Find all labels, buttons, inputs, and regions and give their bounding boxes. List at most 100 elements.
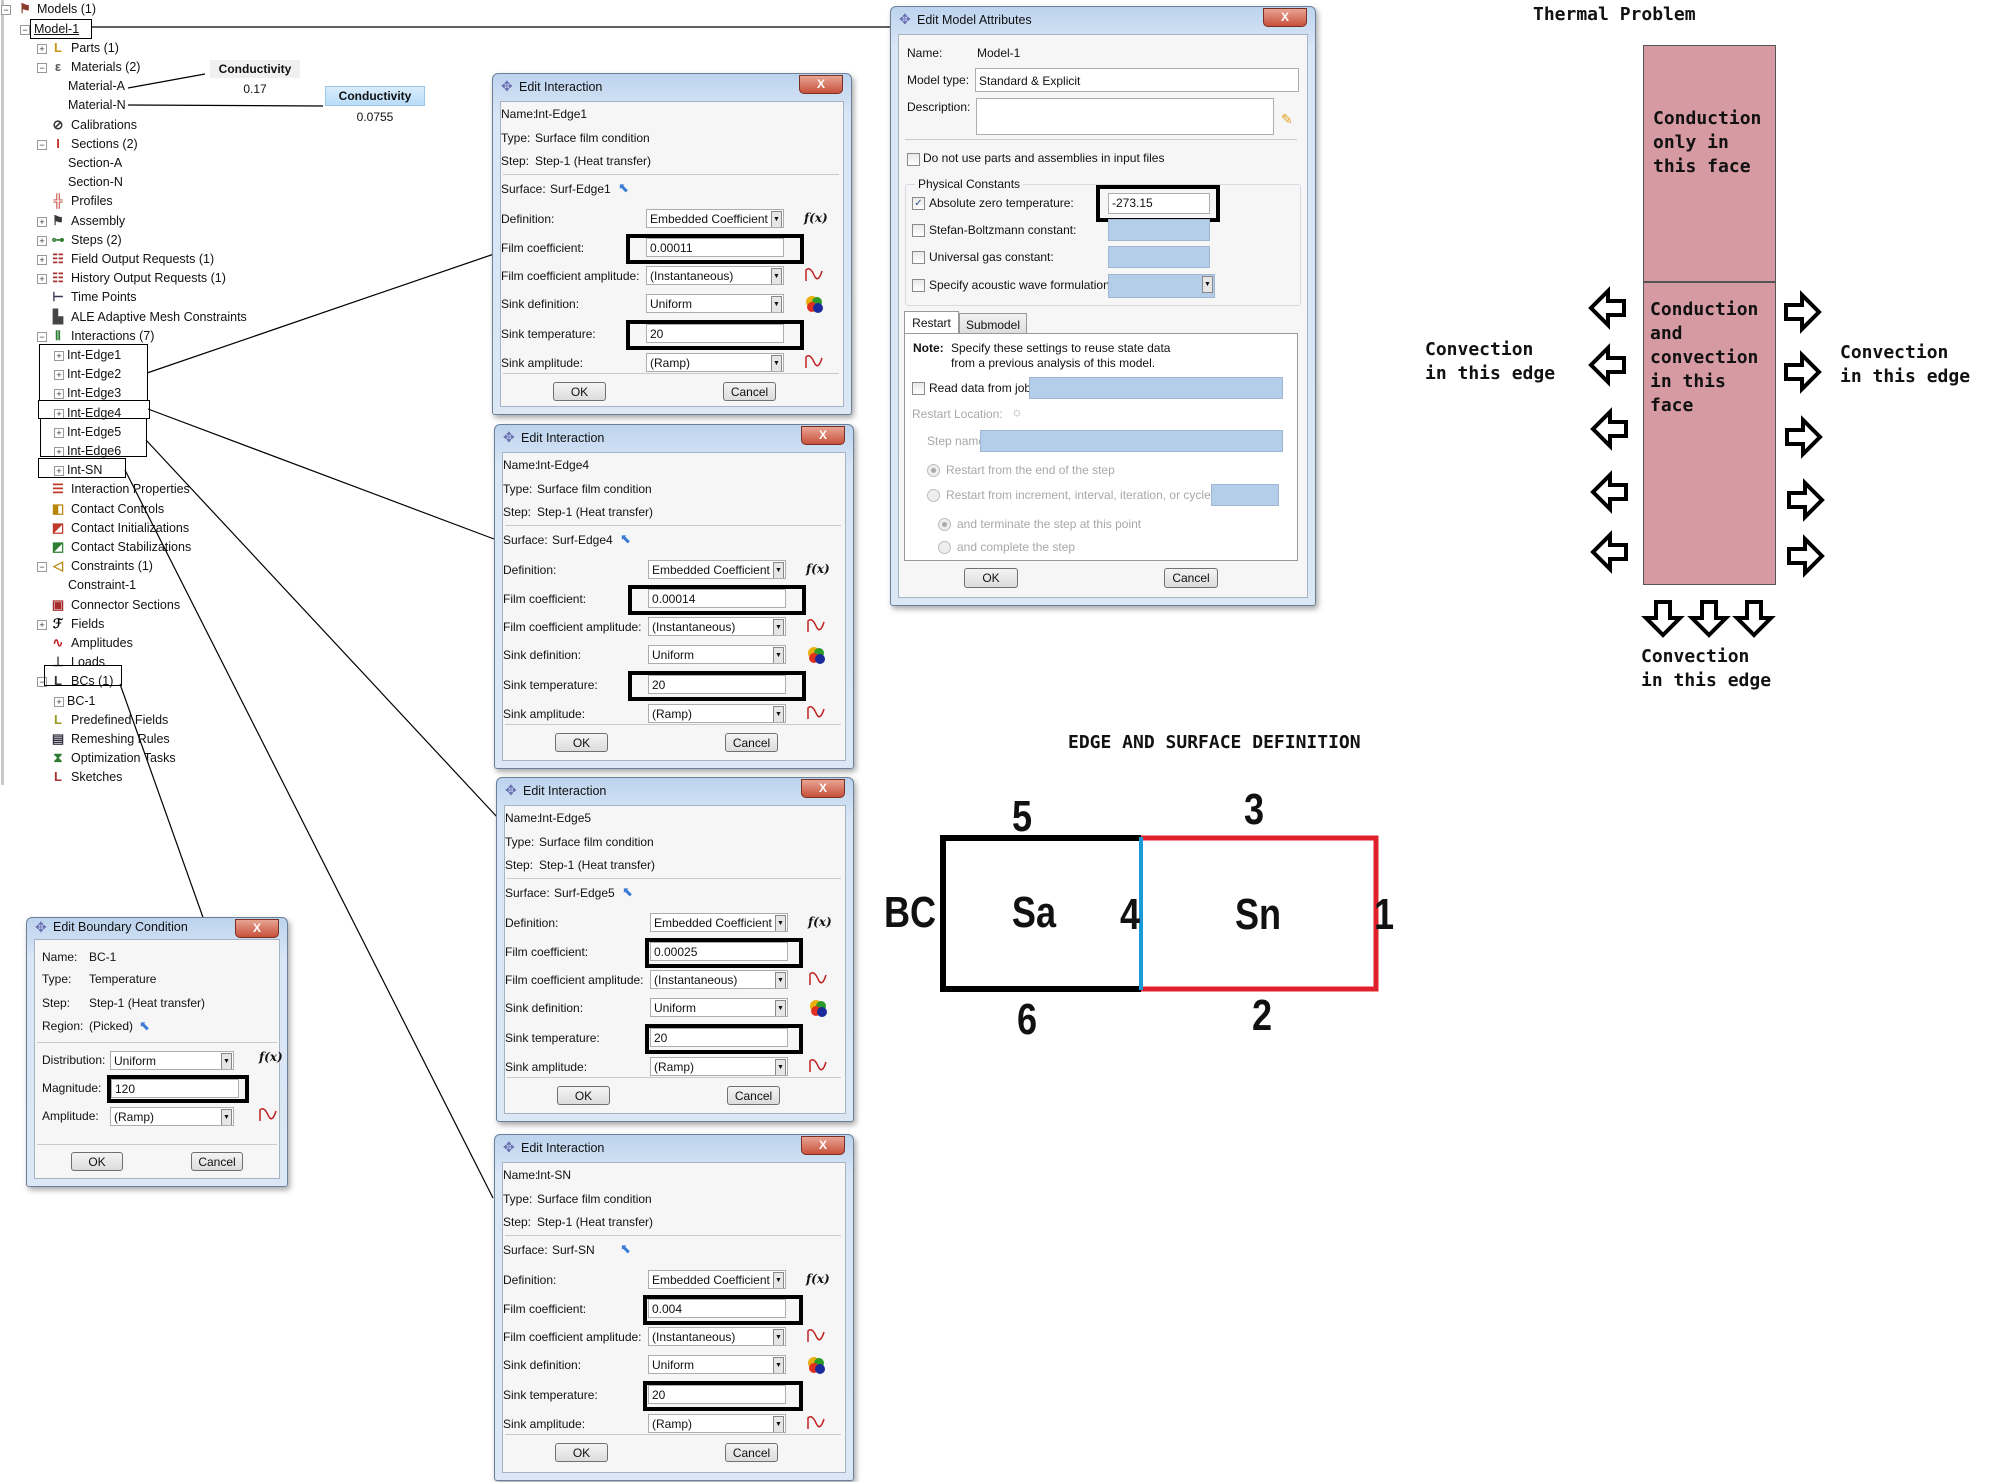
ok-button[interactable]: OK	[555, 1443, 608, 1462]
definition-dropdown[interactable]: Embedded Coefficient ▼	[648, 1270, 786, 1289]
color-distribution-icon[interactable]	[808, 998, 828, 1018]
pick-cursor-icon[interactable]: ⬉	[139, 1018, 150, 1033]
tree-item[interactable]: + Int-Edge3	[0, 384, 300, 403]
tree-item[interactable]: + Int-Edge2	[0, 365, 300, 384]
cancel-button[interactable]: Cancel	[725, 1443, 778, 1462]
color-distribution-icon[interactable]	[806, 645, 826, 665]
tree-item[interactable]: + Int-Edge1	[0, 346, 300, 365]
function-icon[interactable]: f(x)	[806, 562, 830, 576]
tree-item[interactable]: + ℱ Fields	[0, 615, 300, 634]
expand-icon[interactable]: +	[54, 466, 64, 477]
tree-item[interactable]: Section-N	[0, 173, 300, 192]
close-button[interactable]: X	[801, 779, 845, 798]
tree-item[interactable]: + ☷ Field Output Requests (1)	[0, 250, 300, 269]
cancel-button[interactable]: Cancel	[191, 1152, 243, 1171]
function-icon[interactable]: f(x)	[808, 915, 832, 929]
amplitude-icon[interactable]	[805, 268, 823, 282]
expand-icon[interactable]: +	[37, 43, 47, 54]
tree-item[interactable]: ☰ Interaction Properties	[0, 480, 300, 499]
amplitude-icon[interactable]	[807, 1329, 825, 1343]
acoustic-checkbox[interactable]	[912, 279, 925, 292]
tree-item[interactable]: Material-N	[0, 96, 300, 115]
collapse-icon[interactable]: −	[1, 5, 11, 16]
model-tree[interactable]: − ⚑ Models (1) − Model-1 + L Parts (1) − ε Materia…	[0, 0, 300, 790]
ok-button[interactable]: OK	[557, 1086, 610, 1105]
tree-item[interactable]: ▣ Connector Sections	[0, 596, 300, 615]
cancel-button[interactable]: Cancel	[723, 382, 776, 401]
tree-item[interactable]: ∿ Amplitudes	[0, 634, 300, 653]
definition-dropdown[interactable]: Embedded Coefficient ▼	[648, 560, 786, 579]
tree-item[interactable]: ╬ Profiles	[0, 192, 300, 211]
sink-amplitude-dropdown[interactable]: (Ramp) ▼	[650, 1057, 788, 1076]
pick-cursor-icon[interactable]: ⬉	[620, 531, 631, 546]
close-button[interactable]: X	[1263, 8, 1307, 27]
definition-dropdown[interactable]: Embedded Coefficient ▼	[650, 913, 788, 932]
read-job-field[interactable]	[1029, 377, 1283, 399]
tab-submodel[interactable]: Submodel	[959, 313, 1027, 335]
expand-icon[interactable]: +	[54, 370, 64, 381]
amplitude-icon[interactable]	[805, 355, 823, 369]
acoustic-dropdown[interactable]: ▼	[1108, 274, 1215, 298]
film-coefficient-field[interactable]: 0.00025	[650, 942, 788, 961]
film-amplitude-dropdown[interactable]: (Instantaneous) ▼	[646, 266, 784, 285]
tree-item[interactable]: − ε Materials (2)	[0, 58, 300, 77]
close-button[interactable]: X	[801, 1136, 845, 1155]
collapse-icon[interactable]: −	[20, 24, 30, 35]
expand-icon[interactable]: +	[54, 351, 64, 361]
sink-amplitude-dropdown[interactable]: (Ramp) ▼	[648, 704, 786, 723]
tree-item[interactable]: Material-A	[0, 77, 300, 96]
ok-button[interactable]: OK	[555, 733, 608, 752]
pick-cursor-icon[interactable]: ⬉	[620, 1241, 631, 1256]
tree-item[interactable]: ◩ Contact Initializations	[0, 519, 300, 538]
tree-item[interactable]: ▙ ALE Adaptive Mesh Constraints	[0, 308, 300, 327]
tree-item[interactable]: − L BCs (1)	[0, 672, 300, 691]
stefan-checkbox[interactable]	[912, 224, 925, 237]
radio-restart-increment[interactable]	[927, 489, 940, 502]
pick-cursor-icon[interactable]: ⬉	[618, 180, 629, 195]
close-button[interactable]: X	[235, 919, 279, 938]
film-amplitude-dropdown[interactable]: (Instantaneous) ▼	[648, 1327, 786, 1346]
tree-item[interactable]: ◩ Contact Stabilizations	[0, 538, 300, 557]
tree-item[interactable]: + Int-Edge5	[0, 423, 300, 442]
color-distribution-icon[interactable]	[806, 1355, 826, 1375]
function-icon[interactable]: f(x)	[806, 1272, 830, 1286]
tree-item[interactable]: ⧗ Optimization Tasks	[0, 749, 300, 768]
tree-item[interactable]: ◧ Contact Controls	[0, 500, 300, 519]
film-coefficient-field[interactable]: 0.004	[648, 1299, 786, 1318]
tab-restart[interactable]: Restart	[904, 311, 959, 334]
tree-item[interactable]: + ⚑ Assembly	[0, 212, 300, 231]
tree-item[interactable]: ▤ Remeshing Rules	[0, 730, 300, 749]
collapse-icon[interactable]: −	[37, 139, 47, 150]
pencil-icon[interactable]: ✎	[1281, 111, 1293, 127]
tree-item[interactable]: L Predefined Fields	[0, 711, 300, 730]
sink-temperature-field[interactable]: 20	[646, 324, 784, 343]
pick-cursor-icon[interactable]: ⬉	[622, 884, 633, 899]
cancel-button[interactable]: Cancel	[725, 733, 778, 752]
cancel-button[interactable]: Cancel	[727, 1086, 780, 1105]
tree-item[interactable]: Section-A	[0, 154, 300, 173]
read-job-checkbox[interactable]	[912, 382, 925, 395]
step-name-field[interactable]	[980, 430, 1283, 452]
amplitude-icon[interactable]	[807, 619, 825, 633]
ok-button[interactable]: OK	[964, 568, 1018, 588]
tree-item[interactable]: − Model-1	[0, 20, 300, 39]
close-button[interactable]: X	[801, 426, 845, 445]
cancel-button[interactable]: Cancel	[1164, 568, 1218, 588]
sink-definition-dropdown[interactable]: Uniform ▼	[648, 645, 786, 664]
increment-field[interactable]	[1211, 484, 1279, 506]
tree-item[interactable]: + ⊶ Steps (2)	[0, 231, 300, 250]
no-parts-checkbox[interactable]	[907, 153, 920, 166]
model-type-field[interactable]: Standard & Explicit	[975, 68, 1299, 92]
description-field[interactable]	[976, 98, 1274, 135]
sink-amplitude-dropdown[interactable]: (Ramp) ▼	[646, 353, 784, 372]
tree-item[interactable]: − ⚑ Models (1)	[0, 0, 300, 19]
tree-item[interactable]: − ◁ Constraints (1)	[0, 557, 300, 576]
sink-definition-dropdown[interactable]: Uniform ▼	[650, 998, 788, 1017]
radio-restart-end[interactable]	[927, 464, 940, 477]
tree-item[interactable]: L Sketches	[0, 768, 300, 787]
tree-item[interactable]: − I Sections (2)	[0, 135, 300, 154]
sink-temperature-field[interactable]: 20	[650, 1028, 788, 1047]
ok-button[interactable]: OK	[553, 382, 606, 401]
close-button[interactable]: X	[799, 75, 843, 94]
sink-temperature-field[interactable]: 20	[648, 1385, 786, 1404]
